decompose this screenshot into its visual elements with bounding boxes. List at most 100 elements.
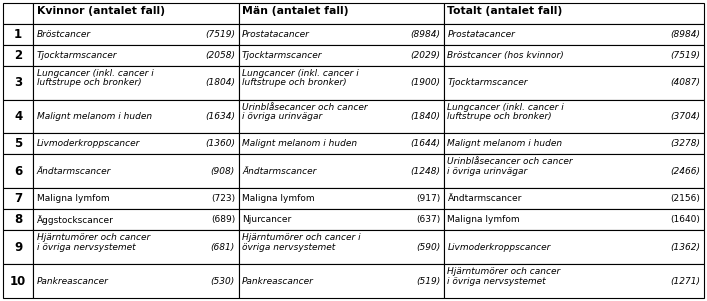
Bar — [3, 100, 33, 133]
Bar — [444, 231, 704, 264]
Text: Urinblåsecancer och cancer: Urinblåsecancer och cancer — [448, 157, 573, 166]
Text: (8984): (8984) — [411, 30, 440, 39]
Text: (3278): (3278) — [670, 139, 701, 148]
Text: Livmoderkroppscancer: Livmoderkroppscancer — [448, 243, 551, 252]
Text: Maligna lymfom: Maligna lymfom — [242, 194, 315, 203]
Text: 7: 7 — [14, 192, 22, 205]
Text: Tjocktarmscancer: Tjocktarmscancer — [448, 78, 528, 87]
Bar — [238, 3, 444, 24]
Bar — [3, 264, 33, 298]
Text: 5: 5 — [14, 138, 22, 150]
Text: Urinblåsecancer och cancer: Urinblåsecancer och cancer — [242, 103, 368, 112]
Bar — [3, 3, 33, 24]
Text: 10: 10 — [10, 275, 26, 288]
Bar — [444, 133, 704, 154]
Text: (590): (590) — [416, 243, 440, 252]
Bar — [3, 24, 33, 45]
Text: (2156): (2156) — [671, 194, 701, 203]
Text: 4: 4 — [14, 110, 22, 123]
Bar — [3, 154, 33, 188]
Text: 8: 8 — [14, 213, 22, 226]
Text: Pankreascancer: Pankreascancer — [242, 277, 314, 286]
Text: Lungcancer (inkl. cancer i: Lungcancer (inkl. cancer i — [242, 69, 358, 78]
Text: i övriga nervsystemet: i övriga nervsystemet — [448, 277, 546, 286]
Text: (3704): (3704) — [670, 112, 701, 121]
Text: (2466): (2466) — [670, 167, 701, 176]
Text: Prostatacancer: Prostatacancer — [448, 30, 515, 39]
Text: Prostatacancer: Prostatacancer — [242, 30, 310, 39]
Bar — [33, 3, 238, 24]
Bar — [444, 154, 704, 188]
Text: Hjärntumörer och cancer i: Hjärntumörer och cancer i — [242, 234, 361, 243]
Text: (637): (637) — [416, 216, 440, 225]
Text: Tjocktarmscancer: Tjocktarmscancer — [242, 51, 322, 60]
Bar — [33, 264, 238, 298]
Text: (519): (519) — [416, 277, 440, 286]
Text: (723): (723) — [211, 194, 235, 203]
Text: luftstrupe och bronker): luftstrupe och bronker) — [37, 78, 141, 87]
Text: Pankreascancer: Pankreascancer — [37, 277, 108, 286]
Text: (1634): (1634) — [205, 112, 235, 121]
Text: Tjocktarmscancer: Tjocktarmscancer — [37, 51, 117, 60]
Bar — [238, 66, 444, 100]
Text: Maligna lymfom: Maligna lymfom — [448, 216, 520, 225]
Text: (1640): (1640) — [671, 216, 701, 225]
Text: (1362): (1362) — [670, 243, 701, 252]
Text: (7519): (7519) — [205, 30, 235, 39]
Text: Njurcancer: Njurcancer — [242, 216, 291, 225]
Text: Hjärntumörer och cancer: Hjärntumörer och cancer — [448, 267, 561, 276]
Bar — [238, 100, 444, 133]
Text: 9: 9 — [14, 241, 22, 254]
Text: Livmoderkroppscancer: Livmoderkroppscancer — [37, 139, 140, 148]
Text: (681): (681) — [211, 243, 235, 252]
Bar — [444, 45, 704, 66]
Text: (1804): (1804) — [205, 78, 235, 87]
Text: luftstrupe och bronker): luftstrupe och bronker) — [242, 78, 346, 87]
Text: (1644): (1644) — [411, 139, 440, 148]
Bar — [238, 154, 444, 188]
Text: Lungcancer (inkl. cancer i: Lungcancer (inkl. cancer i — [448, 103, 564, 112]
Text: (1248): (1248) — [411, 167, 440, 176]
Bar — [238, 24, 444, 45]
Text: (1840): (1840) — [411, 112, 440, 121]
Text: Totalt (antalet fall): Totalt (antalet fall) — [448, 6, 563, 16]
Text: (689): (689) — [211, 216, 235, 225]
Text: Ändtarmscancer: Ändtarmscancer — [37, 167, 111, 176]
Bar — [33, 133, 238, 154]
Bar — [444, 100, 704, 133]
Text: 3: 3 — [14, 76, 22, 89]
Bar — [33, 24, 238, 45]
Bar — [444, 24, 704, 45]
Bar — [33, 154, 238, 188]
Bar — [238, 188, 444, 209]
Text: Ändtarmscancer: Ändtarmscancer — [448, 194, 522, 203]
Bar — [444, 3, 704, 24]
Text: Män (antalet fall): Män (antalet fall) — [242, 6, 349, 16]
Text: (530): (530) — [211, 277, 235, 286]
Text: Malignt melanom i huden: Malignt melanom i huden — [242, 139, 357, 148]
Bar — [444, 209, 704, 231]
Bar — [238, 133, 444, 154]
Text: i övriga urinvägar: i övriga urinvägar — [448, 167, 527, 176]
Bar — [238, 264, 444, 298]
Text: 1: 1 — [14, 28, 22, 41]
Text: 2: 2 — [14, 49, 22, 62]
Text: Malignt melanom i huden: Malignt melanom i huden — [37, 112, 152, 121]
Text: (8984): (8984) — [670, 30, 701, 39]
Text: i övriga urinvägar: i övriga urinvägar — [242, 112, 322, 121]
Text: Kvinnor (antalet fall): Kvinnor (antalet fall) — [37, 6, 165, 16]
Bar — [3, 209, 33, 231]
Bar — [33, 231, 238, 264]
Text: (2058): (2058) — [205, 51, 235, 60]
Bar — [3, 45, 33, 66]
Bar — [33, 209, 238, 231]
Text: Äggstockscancer: Äggstockscancer — [37, 215, 114, 225]
Bar — [33, 100, 238, 133]
Bar — [444, 188, 704, 209]
Text: övriga nervsystemet: övriga nervsystemet — [242, 243, 335, 252]
Bar — [3, 133, 33, 154]
Bar — [238, 209, 444, 231]
Text: (1900): (1900) — [411, 78, 440, 87]
Text: (917): (917) — [416, 194, 440, 203]
Bar — [33, 66, 238, 100]
